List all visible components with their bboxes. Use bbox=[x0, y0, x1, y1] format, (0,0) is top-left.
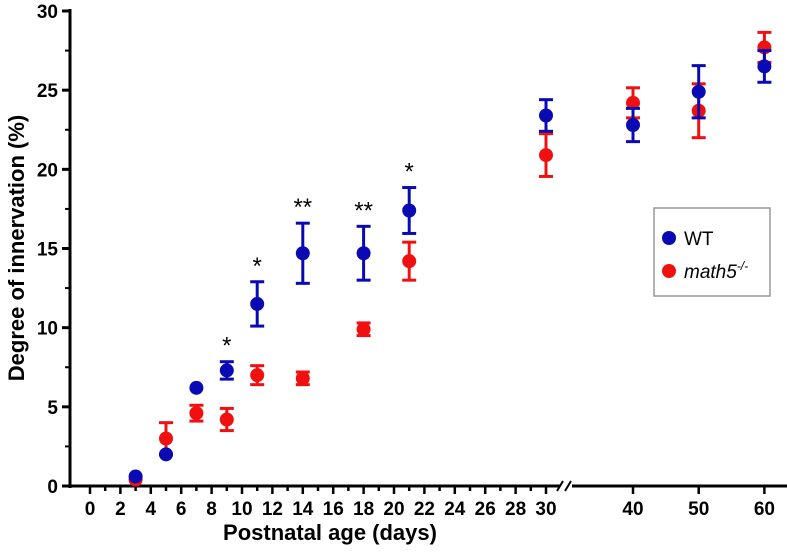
data-point bbox=[402, 254, 417, 269]
data-point bbox=[539, 108, 553, 123]
legend-marker-wt bbox=[662, 231, 676, 245]
y-tick-label: 5 bbox=[47, 398, 58, 419]
x-tick-label: 10 bbox=[231, 499, 252, 520]
y-tick-label: 30 bbox=[37, 2, 58, 23]
x-tick-label: 22 bbox=[414, 499, 435, 520]
x-tick-label: 28 bbox=[505, 499, 526, 520]
x-tick-label: 4 bbox=[146, 499, 157, 520]
data-point bbox=[250, 368, 265, 383]
legend-label-wt: WT bbox=[684, 229, 714, 250]
significance-marker: * bbox=[405, 159, 414, 186]
significance-marker: * bbox=[253, 253, 262, 280]
data-point bbox=[402, 203, 417, 218]
series-math5 bbox=[128, 30, 772, 487]
x-tick-label: 12 bbox=[262, 499, 283, 520]
x-tick-label: 18 bbox=[353, 499, 374, 520]
y-tick-label: 10 bbox=[37, 319, 58, 340]
data-point bbox=[626, 118, 640, 132]
y-axis-label: Degree of innervation (%) bbox=[4, 115, 29, 381]
data-point bbox=[219, 363, 234, 378]
significance-marker: ** bbox=[354, 197, 373, 224]
y-tick-label: 0 bbox=[47, 477, 58, 498]
data-point bbox=[356, 322, 371, 337]
significance-marker: ** bbox=[293, 194, 312, 221]
axis-break-mark bbox=[564, 480, 572, 492]
legend-marker-math5 bbox=[662, 264, 676, 278]
x-tick-label: 0 bbox=[85, 499, 96, 520]
x-tick-label: 6 bbox=[176, 499, 187, 520]
data-point bbox=[356, 246, 371, 261]
data-point bbox=[691, 84, 706, 99]
data-point bbox=[757, 59, 772, 74]
data-point bbox=[128, 469, 143, 484]
x-tick-label: 50 bbox=[688, 499, 709, 520]
x-tick-label: 26 bbox=[475, 499, 496, 520]
y-tick-label: 25 bbox=[37, 81, 59, 102]
data-point bbox=[159, 447, 173, 462]
y-tick-label: 20 bbox=[37, 160, 58, 181]
significance-marker: * bbox=[222, 333, 231, 360]
x-tick-label: 20 bbox=[383, 499, 404, 520]
data-point bbox=[219, 412, 234, 427]
x-tick-label: 60 bbox=[754, 499, 775, 520]
data-point bbox=[189, 406, 204, 421]
series-wt bbox=[128, 49, 772, 484]
x-tick-label: 8 bbox=[206, 499, 217, 520]
x-tick-label: 14 bbox=[292, 499, 314, 520]
data-point bbox=[295, 371, 310, 386]
legend-box bbox=[653, 207, 771, 297]
x-tick-label: 30 bbox=[535, 499, 556, 520]
x-tick-label: 2 bbox=[115, 499, 126, 520]
y-tick-label: 15 bbox=[37, 240, 59, 261]
data-point bbox=[159, 431, 173, 446]
axis-break-mark bbox=[556, 480, 564, 492]
x-tick-label: 40 bbox=[622, 499, 643, 520]
data-point bbox=[626, 95, 640, 110]
data-point bbox=[250, 296, 265, 311]
data-point bbox=[189, 380, 204, 395]
x-tick-label: 24 bbox=[444, 499, 466, 520]
data-point bbox=[295, 246, 310, 261]
legend: WT math5-/- bbox=[653, 207, 771, 297]
x-tick-label: 16 bbox=[323, 499, 344, 520]
legend-label-math5: math5-/- bbox=[684, 259, 748, 283]
x-axis-label: Postnatal age (days) bbox=[223, 520, 437, 545]
data-point bbox=[539, 148, 553, 163]
